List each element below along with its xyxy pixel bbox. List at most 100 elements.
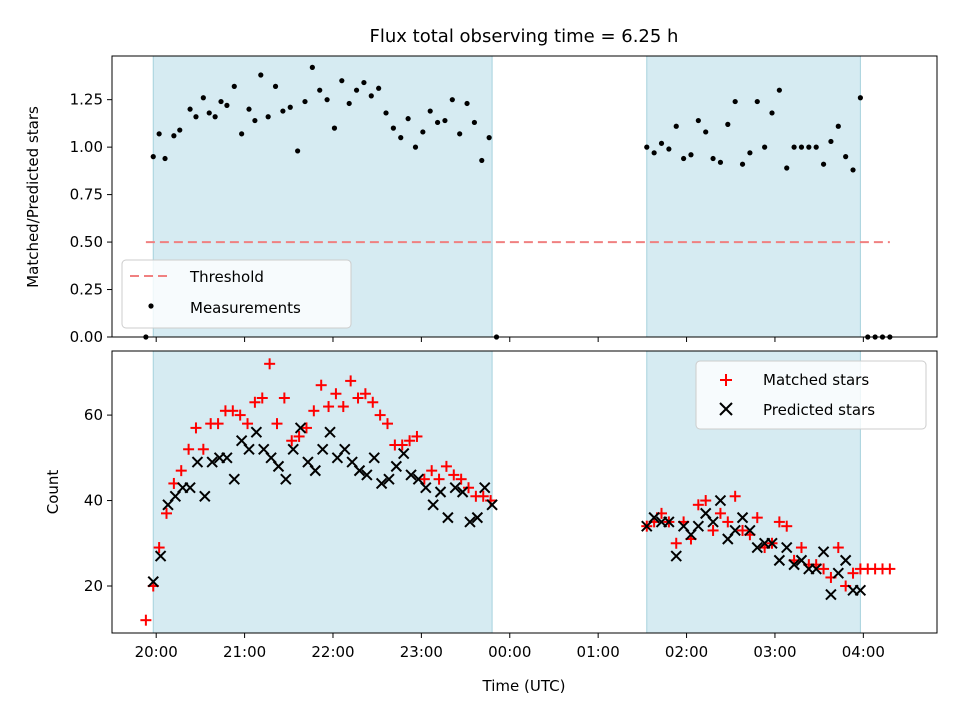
predicted-star-point bbox=[464, 516, 476, 528]
matched-star-point bbox=[249, 396, 261, 408]
measurement-point bbox=[361, 79, 367, 86]
predicted-star-point bbox=[707, 516, 719, 528]
measurement-point bbox=[272, 83, 279, 89]
matched-star-point bbox=[308, 405, 320, 417]
predicted-star-point bbox=[206, 456, 218, 468]
predicted-star-point bbox=[825, 588, 837, 601]
bottom-y-tick-label: 60 bbox=[84, 406, 103, 424]
top-x-ticks bbox=[155, 337, 864, 342]
bottom-y-tick-label: 20 bbox=[84, 577, 103, 595]
measurement-point bbox=[434, 119, 441, 126]
matched-star-point bbox=[286, 435, 298, 447]
top-axes-frame bbox=[111, 55, 938, 338]
predicted-star-point bbox=[243, 443, 255, 455]
matched-legend-label: Matched stars bbox=[763, 371, 869, 389]
measurement-point bbox=[405, 116, 411, 122]
top-y-axis-label: Matched/Predicted stars bbox=[24, 106, 42, 288]
measurement-point bbox=[776, 87, 782, 93]
measurement-point bbox=[464, 100, 470, 107]
predicted-star-point bbox=[250, 426, 263, 438]
predicted-star-point bbox=[810, 563, 822, 575]
measurement-point bbox=[486, 135, 492, 141]
matched-star-point bbox=[818, 563, 830, 575]
predicted-star-point bbox=[854, 584, 867, 596]
measurement-point bbox=[295, 148, 301, 154]
predicted-star-point bbox=[442, 511, 454, 524]
matched-star-point bbox=[367, 396, 379, 408]
measurement-point bbox=[850, 167, 856, 173]
x-tick-label: 04:00 bbox=[842, 643, 885, 661]
predicted-star-point bbox=[486, 499, 498, 511]
measurement-point bbox=[287, 104, 293, 110]
measurement-point bbox=[784, 165, 790, 171]
predicted-star-point bbox=[228, 473, 240, 485]
matched-star-point bbox=[140, 614, 152, 626]
predicted-star-point bbox=[832, 567, 845, 579]
measurement-point bbox=[732, 98, 738, 105]
matched-star-point bbox=[212, 418, 224, 430]
measurement-point bbox=[187, 106, 193, 112]
matched-star-point bbox=[729, 490, 741, 502]
measurement-point bbox=[212, 114, 218, 120]
measurement-point bbox=[806, 144, 812, 150]
measurement-point bbox=[739, 161, 746, 167]
predicted-star-point bbox=[456, 486, 469, 498]
measurement-point bbox=[171, 133, 177, 139]
matched-star-point bbox=[300, 422, 312, 434]
measurement-point bbox=[252, 117, 258, 124]
matched-star-point bbox=[477, 490, 489, 502]
predicted-star-point bbox=[191, 456, 204, 468]
measurement-point bbox=[813, 144, 819, 150]
predicted-star-point bbox=[648, 511, 660, 524]
measurement-point bbox=[324, 97, 330, 103]
predicted-star-point bbox=[434, 486, 447, 498]
measurements-legend-swatch bbox=[148, 303, 154, 309]
threshold-legend-label: Threshold bbox=[189, 268, 264, 286]
matched-star-point bbox=[323, 401, 335, 413]
measurement-point bbox=[725, 121, 731, 127]
x-tick-label: 23:00 bbox=[400, 643, 443, 661]
top-shaded-interval-1 bbox=[646, 55, 861, 338]
matched-star-point bbox=[227, 405, 239, 417]
bottom-x-ticks: 20:00 21:00 22:00 23:00 00:00 01:00 02:00 03:00… bbox=[135, 633, 885, 661]
measurement-point bbox=[857, 95, 863, 101]
x-tick-label: 21:00 bbox=[223, 643, 266, 661]
measurement-point bbox=[193, 114, 199, 120]
top-y-tick-label: 1.25 bbox=[70, 91, 103, 109]
predicted-legend-label: Predicted stars bbox=[763, 401, 875, 419]
matched-star-point bbox=[256, 392, 268, 404]
x-tick-label: 02:00 bbox=[665, 643, 708, 661]
top-y-tick-label: 0.25 bbox=[70, 281, 103, 299]
x-tick-label: 20:00 bbox=[135, 643, 178, 661]
predicted-star-point bbox=[663, 516, 675, 528]
matched-star-point bbox=[455, 473, 467, 485]
matched-star-point bbox=[751, 512, 763, 524]
bottom-legend-box bbox=[695, 360, 927, 430]
measurements-legend-label: Measurements bbox=[190, 299, 301, 317]
measurement-point bbox=[368, 93, 374, 99]
predicted-star-point bbox=[184, 482, 196, 494]
measurement-point bbox=[681, 155, 687, 162]
measurement-point bbox=[317, 87, 323, 93]
measurement-point bbox=[156, 131, 162, 137]
predicted-star-point bbox=[405, 469, 417, 481]
predicted-star-point bbox=[773, 554, 786, 567]
measurement-point bbox=[644, 144, 650, 150]
matched-star-point bbox=[404, 435, 416, 447]
top-y-tick-label: 0.00 bbox=[70, 328, 103, 346]
measurement-point bbox=[427, 108, 433, 114]
matched-star-point bbox=[714, 507, 726, 519]
measurement-point bbox=[302, 98, 308, 105]
measurement-point bbox=[754, 98, 760, 105]
matched-star-point bbox=[832, 542, 844, 554]
bottom-axes-frame bbox=[111, 350, 938, 634]
predicted-star-point bbox=[383, 473, 395, 485]
top-shaded-intervals bbox=[152, 55, 861, 338]
matched-star-point bbox=[374, 409, 386, 421]
measurement-point bbox=[398, 135, 404, 141]
matched-star-point bbox=[359, 388, 371, 400]
matched-star-point bbox=[271, 418, 283, 430]
measurement-point bbox=[353, 87, 360, 93]
measurement-point bbox=[309, 64, 315, 70]
matched-star-point bbox=[293, 430, 305, 442]
